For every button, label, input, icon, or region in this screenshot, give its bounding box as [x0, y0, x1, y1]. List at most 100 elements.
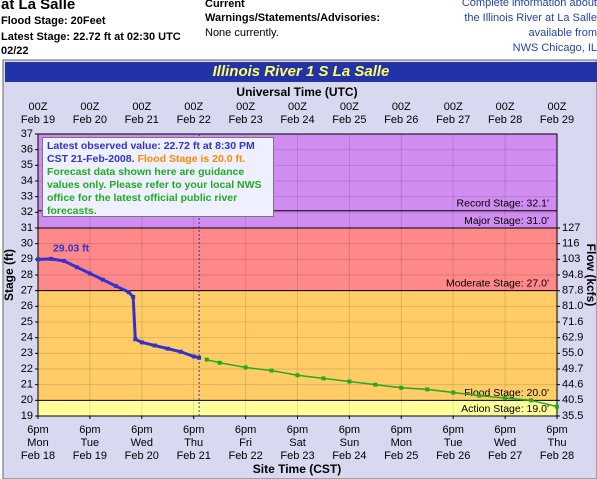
title-bar [5, 62, 597, 82]
x-tick-label: Feb 27 [488, 450, 522, 462]
point [61, 258, 66, 263]
x-tick-label: Thu [184, 437, 203, 449]
y-tick-label: 33 [21, 191, 33, 203]
x-tick-label: Thu [548, 437, 567, 449]
x-tick-label: Feb 18 [21, 450, 55, 462]
x-tick-label: Feb 21 [177, 450, 211, 462]
y-tick-label: 36 [21, 144, 33, 156]
y2-tick-label: 71.6 [562, 316, 583, 328]
y2-tick-label: 116 [562, 238, 580, 250]
point [529, 398, 534, 403]
warnings: None currently. [205, 27, 279, 39]
x-tick-label: 6pm [183, 424, 204, 436]
stage-label: Moderate Stage: 27.0' [446, 277, 549, 289]
y2-tick-label: 35.5 [562, 410, 583, 422]
y-tick-label: 34 [21, 175, 33, 187]
x-top-tick-label: Feb 22 [177, 114, 211, 126]
point [48, 256, 53, 261]
x-tick-label: Wed [131, 437, 153, 449]
y2-tick-label: 81.0 [562, 300, 583, 312]
y-tick-label: 37 [21, 128, 33, 140]
point [126, 290, 131, 295]
x-tick-label: 6pm [442, 424, 463, 436]
point [113, 283, 118, 288]
x-tick-label: 6pm [287, 424, 308, 436]
info-link[interactable]: NWS Chicago, IL [513, 42, 597, 54]
point [204, 357, 209, 362]
x-top-tick-label: Feb 23 [228, 114, 262, 126]
x-tick-label: 6pm [339, 424, 360, 436]
x-label: Site Time (CST) [253, 462, 341, 476]
x-top-tick-label: 00Z [184, 101, 203, 113]
site-name: at La Salle [1, 0, 75, 13]
point [451, 390, 456, 395]
info-link[interactable]: the Illinois River at La Salle [464, 12, 597, 24]
x-tick-label: Wed [494, 437, 516, 449]
x-top-tick-label: 00Z [80, 101, 99, 113]
y2-tick-label: 44.6 [562, 379, 583, 391]
y2-label: Flow (kcfs) [584, 244, 597, 307]
warnings-title: Current [205, 0, 245, 10]
header-bg [0, 0, 597, 60]
y-tick-label: 24 [21, 332, 33, 344]
stage-band [38, 290, 557, 401]
x-top-tick-label: 00Z [288, 101, 307, 113]
x-top-tick-label: Feb 26 [384, 114, 418, 126]
x-tick-label: Sat [289, 437, 306, 449]
point [197, 355, 202, 360]
note: Latest observed value: 22.72 ft at 8:30 … [42, 137, 274, 217]
point [152, 343, 157, 348]
x-tick-label: Fri [239, 437, 252, 449]
y-tick-label: 28 [21, 269, 33, 281]
point [133, 337, 138, 342]
y2-tick-label: 103 [562, 253, 580, 265]
x-tick-label: Feb 20 [125, 450, 159, 462]
stage-label: Action Stage: 19.0' [461, 403, 549, 415]
point [191, 354, 196, 359]
y2-tick-label: 87.8 [562, 285, 583, 297]
x-tick-label: Feb 23 [280, 450, 314, 462]
x-top-tick-label: Feb 28 [488, 114, 522, 126]
point [321, 376, 326, 381]
y2-tick-label: 40.5 [562, 394, 583, 406]
x-tick-label: 6pm [494, 424, 515, 436]
point [399, 385, 404, 390]
stage-label: Major Stage: 31.0' [464, 215, 549, 227]
x-tick-label: 6pm [391, 424, 412, 436]
x-tick-label: Feb 25 [384, 450, 418, 462]
x-top-tick-label: 00Z [132, 101, 151, 113]
point [217, 360, 222, 365]
y-tick-label: 21 [21, 379, 33, 391]
stage-band [38, 400, 557, 416]
x-top-tick-label: Feb 29 [540, 114, 574, 126]
info-link[interactable]: Complete information about [462, 0, 597, 9]
x-tick-label: Feb 22 [228, 450, 262, 462]
x-top-label: Universal Time (UTC) [236, 85, 357, 99]
y-tick-label: 20 [21, 394, 33, 406]
info-link[interactable]: available from [529, 27, 597, 39]
x-tick-label: 6pm [79, 424, 100, 436]
y-label: Stage (ft) [2, 249, 16, 301]
plot-border [37, 133, 558, 417]
note-box: Latest observed value: 22.72 ft at 8:30 … [42, 137, 274, 217]
y-tick-label: 30 [21, 238, 33, 250]
point [503, 395, 508, 400]
y2-tick-label: 49.7 [562, 363, 583, 375]
note-flood: Flood Stage is 20.0 ft. [137, 153, 246, 165]
value-label: 29.03 ft [53, 243, 90, 255]
x-tick-label: Feb 19 [73, 450, 107, 462]
y-tick-label: 31 [21, 222, 33, 234]
x-top-tick-label: Feb 27 [436, 114, 470, 126]
point [347, 379, 352, 384]
point [373, 382, 378, 387]
point [36, 257, 40, 262]
point [477, 393, 482, 398]
point [139, 340, 144, 345]
x-top-tick-label: 00Z [29, 101, 48, 113]
point [87, 271, 92, 276]
x-top-tick-label: Feb 20 [73, 114, 107, 126]
y-tick-label: 26 [21, 300, 33, 312]
x-tick-label: Mon [391, 437, 412, 449]
